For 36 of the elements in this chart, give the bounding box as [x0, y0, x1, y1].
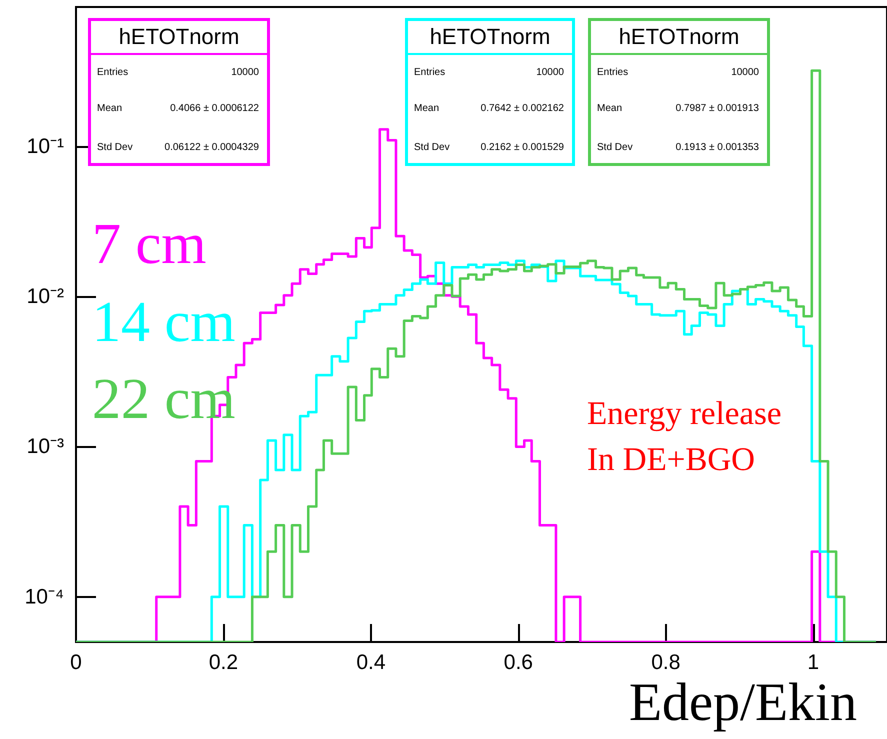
- annotation: 0.4066 ± 0.0006122: [170, 103, 259, 114]
- annotation: 10000: [731, 67, 759, 78]
- y-tick-label: 10⁻⁴: [24, 585, 64, 608]
- annotation: hETOTnorm: [91, 21, 267, 55]
- annotation: Std Dev: [414, 142, 450, 153]
- annotation: 0.2162 ± 0.001529: [480, 142, 564, 153]
- annotation: Mean: [414, 103, 440, 114]
- x-tick-label: 0.8: [651, 651, 680, 674]
- annotation: Std Dev: [97, 142, 133, 153]
- annotation: Entries: [414, 67, 446, 78]
- series-label: 7 cm: [92, 211, 206, 276]
- annotation: Energy release: [587, 396, 782, 432]
- annotation: hETOTnorm: [408, 21, 572, 55]
- x-tick-label: 0.6: [504, 651, 533, 674]
- annotation: Mean: [597, 103, 622, 114]
- annotation: Entries: [97, 67, 128, 78]
- annotation: Mean: [97, 103, 122, 114]
- annotation: hETOTnorm: [591, 21, 767, 55]
- annotation: 0.7642 ± 0.002162: [480, 103, 564, 114]
- annotation: In DE+BGO: [587, 442, 756, 478]
- annotation: 10000: [231, 67, 259, 78]
- annotation: 0.7987 ± 0.001913: [676, 103, 759, 114]
- y-tick-label: 10⁻³: [26, 435, 64, 458]
- y-tick-label: 10⁻²: [26, 285, 64, 308]
- series-label: 14 cm: [92, 289, 236, 354]
- x-tick-label: 0.4: [356, 651, 386, 674]
- y-tick-label: 10⁻¹: [26, 135, 64, 158]
- annotation: Entries: [597, 67, 628, 78]
- x-tick-label: 0: [70, 651, 82, 674]
- x-tick-label: 1: [807, 651, 820, 674]
- x-axis-title: Edep/Ekin: [629, 672, 857, 732]
- annotation: Std Dev: [597, 142, 633, 153]
- x-tick-label: 0.2: [208, 651, 238, 674]
- annotation: 10000: [536, 67, 564, 78]
- annotation: 0.1913 ± 0.001353: [676, 142, 759, 153]
- annotation: 0.06122 ± 0.0004329: [164, 142, 259, 153]
